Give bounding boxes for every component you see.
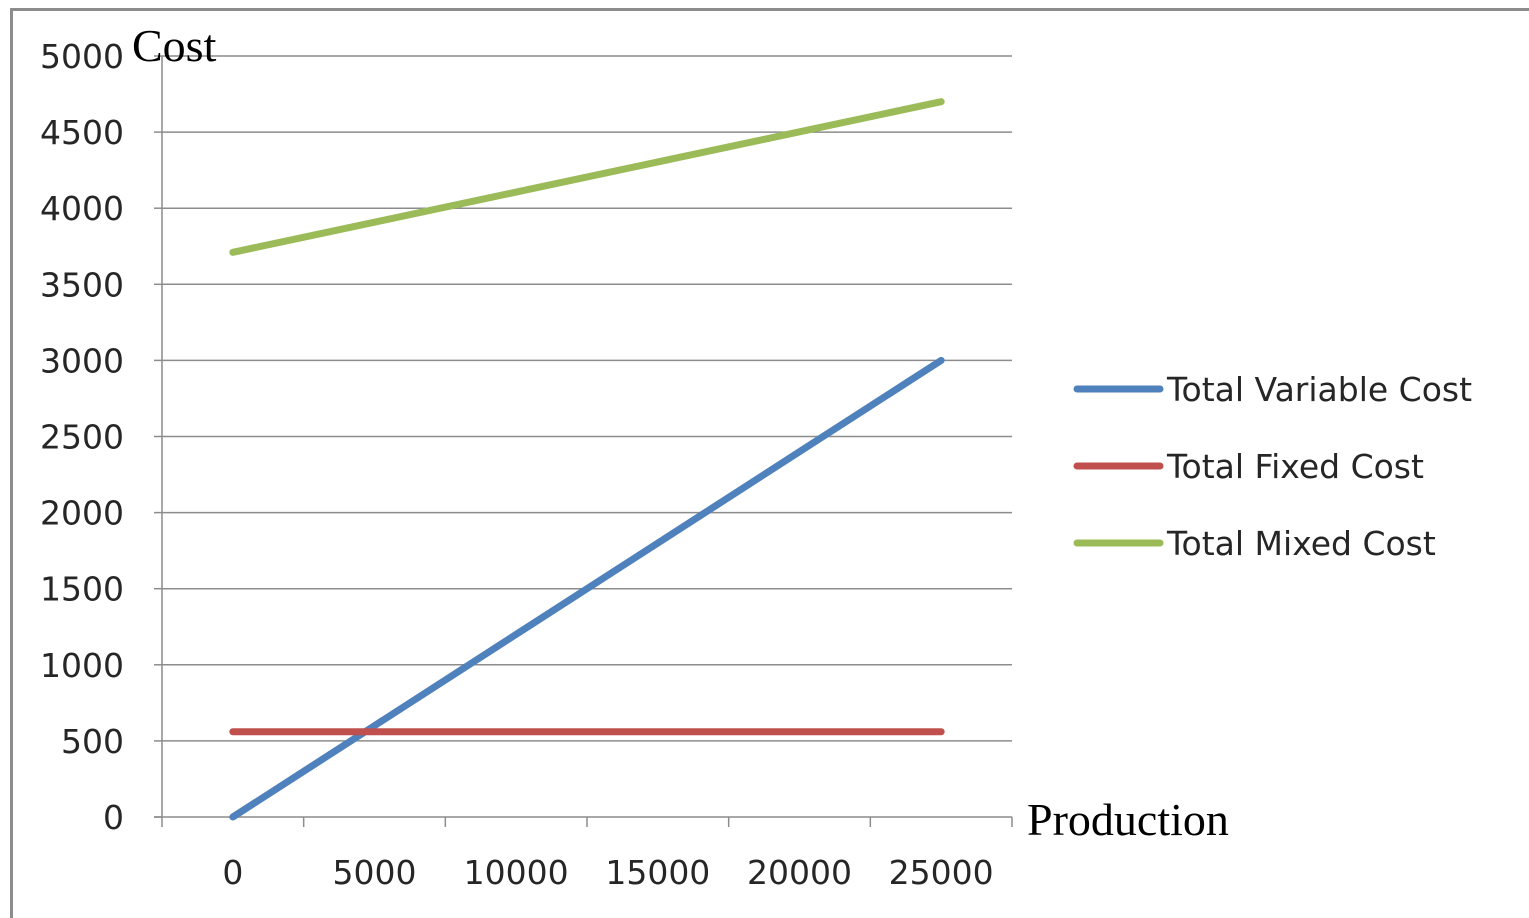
x-tick-labels: 0 5000 10000 15000 20000 25000	[222, 853, 993, 892]
series-line-total-mixed-cost	[229, 98, 945, 256]
x-tick-label: 0	[222, 853, 243, 892]
y-tick-label: 500	[61, 722, 124, 761]
legend-label-total-fixed-cost: Total Fixed Cost	[1166, 447, 1424, 486]
x-tick-label: 25000	[889, 853, 994, 892]
y-axis-title: Cost	[132, 20, 217, 71]
y-tick-label: 3000	[40, 341, 124, 380]
y-tick-label: 4500	[40, 113, 124, 152]
gridlines	[162, 55, 1012, 742]
x-tick-label: 10000	[464, 853, 569, 892]
axes	[154, 55, 1013, 827]
y-tick-label: 2000	[40, 494, 124, 533]
chart-frame	[10, 8, 1529, 918]
y-tick-label: 1000	[40, 646, 124, 685]
series-line-total-variable-cost	[229, 356, 945, 821]
y-tick-label: 4000	[40, 189, 124, 228]
x-tick-label: 5000	[333, 853, 417, 892]
y-tick-label: 1500	[40, 570, 124, 609]
x-tick-label: 15000	[605, 853, 710, 892]
legend-label-total-variable-cost: Total Variable Cost	[1166, 370, 1472, 409]
legend: Total Variable Cost Total Fixed Cost Total…	[1073, 370, 1472, 563]
legend-label-total-mixed-cost: Total Mixed Cost	[1166, 524, 1436, 563]
y-tick-label: 0	[103, 798, 124, 837]
series-lines	[229, 98, 945, 821]
y-tick-label: 2500	[40, 418, 124, 457]
y-tick-label: 3500	[40, 265, 124, 304]
y-tick-label: 5000	[40, 37, 124, 76]
x-axis-title: Production	[1027, 794, 1229, 845]
x-tick-label: 20000	[747, 853, 852, 892]
y-tick-labels: 0 500 1000 1500 2000 2500 3000 3500 4000 4500 5000	[40, 37, 124, 837]
